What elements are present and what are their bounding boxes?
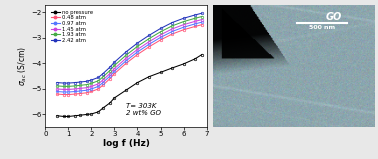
Text: GO: GO (326, 12, 342, 22)
Legend: no pressure, 0.48 atm, 0.97 atm, 1.45 atm, 1.93 atm, 2.42 atm: no pressure, 0.48 atm, 0.97 atm, 1.45 at… (50, 9, 94, 44)
Text: T= 303K
2 wt% GO: T= 303K 2 wt% GO (126, 103, 161, 116)
Y-axis label: $\sigma_{ac}$ (S/cm): $\sigma_{ac}$ (S/cm) (17, 46, 29, 86)
Text: 500 nm: 500 nm (309, 25, 335, 31)
X-axis label: log f (Hz): log f (Hz) (102, 139, 149, 148)
